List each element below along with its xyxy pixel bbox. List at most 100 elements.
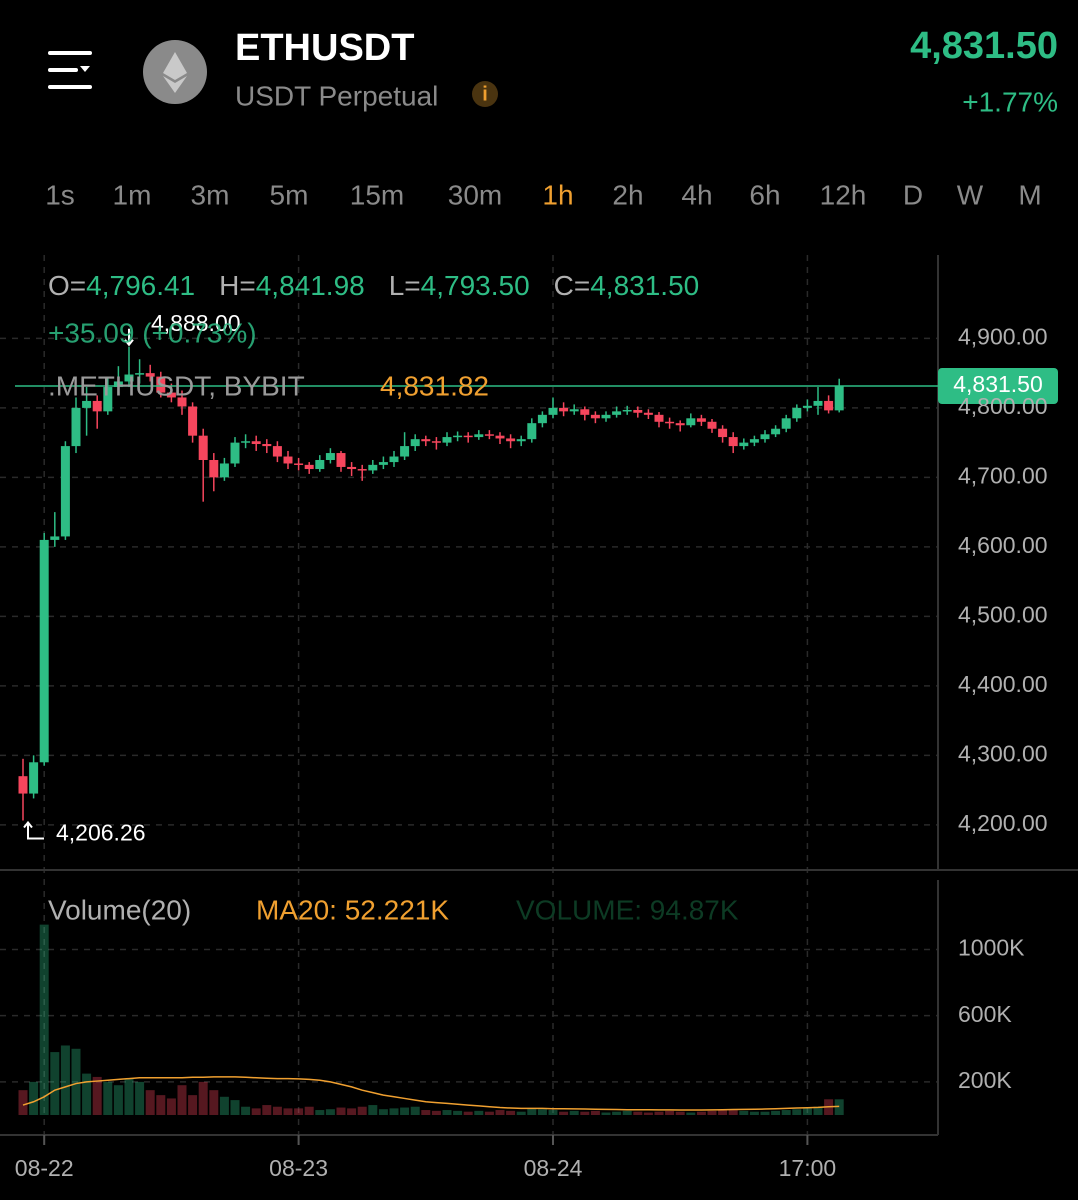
timeframe-tab[interactable]: 1m [113, 179, 152, 210]
volume-bar [368, 1105, 378, 1115]
volume-bar [495, 1110, 505, 1115]
grid [0, 255, 938, 1135]
volume-bar [834, 1099, 844, 1115]
menu-button[interactable] [48, 51, 92, 89]
candle-body [177, 397, 187, 407]
candle-body [39, 539, 49, 763]
candle-body [654, 414, 664, 422]
volume-bar [18, 1090, 28, 1115]
candle-body [262, 444, 272, 447]
candle-body [495, 435, 505, 439]
candle-body [601, 414, 611, 419]
volume-bar [622, 1110, 632, 1115]
timeframe-tab[interactable]: M [1018, 179, 1041, 210]
candle-body [431, 441, 441, 443]
candle-body [188, 406, 198, 436]
volume-bar [601, 1112, 611, 1115]
candle-body [580, 409, 590, 415]
candle-body [294, 463, 304, 465]
candle-body [82, 400, 92, 408]
candle-body [527, 423, 537, 440]
candle-body [760, 434, 770, 440]
timeframe-tab[interactable]: 12h [820, 179, 867, 210]
timeframe-tab[interactable]: 4h [681, 179, 712, 210]
x-tick-label: 08-23 [269, 1155, 328, 1181]
timeframe-tab[interactable]: W [957, 179, 984, 210]
candle-body [198, 435, 208, 460]
coin-icon [143, 40, 207, 104]
volume-bar [82, 1073, 92, 1115]
candle-body [209, 460, 219, 478]
candle-body [559, 407, 569, 412]
volume-bar [813, 1106, 823, 1115]
volume-bar [198, 1081, 208, 1115]
candle-body [156, 376, 166, 393]
candle-change: +35.09 (+0.73%) [48, 317, 257, 348]
last-price-tag-label: 4,831.50 [953, 371, 1043, 397]
volume-bar [718, 1110, 728, 1115]
volume-bar [654, 1111, 664, 1115]
candle-body [145, 373, 155, 377]
candle-body [325, 453, 335, 460]
candle-body [792, 407, 802, 419]
candle-body [283, 456, 293, 464]
candle-body [665, 421, 675, 424]
timeframe-tab[interactable]: 15m [350, 179, 404, 210]
volume-bar [612, 1111, 622, 1115]
candle-body [103, 387, 113, 412]
volume-bar [347, 1108, 357, 1115]
volume-bar [580, 1111, 590, 1115]
timeframe-tab[interactable]: 1h [542, 179, 573, 210]
volume-bar [548, 1110, 558, 1115]
volume-bar [113, 1085, 123, 1115]
volume-bar [283, 1108, 293, 1115]
ohlc-value: 4,793.50 [421, 270, 530, 301]
volume-bar [590, 1110, 600, 1115]
svg-text:i: i [482, 83, 488, 105]
volume-bar [177, 1085, 187, 1115]
y-tick-label: 4,800.00 [958, 393, 1048, 419]
volume-bar [421, 1110, 431, 1115]
candle-body [357, 469, 367, 471]
timeframe-tab[interactable]: 5m [270, 179, 309, 210]
timeframe-tab[interactable]: 3m [191, 179, 230, 210]
candle-body [315, 460, 325, 470]
timeframe-tab[interactable]: 2h [612, 179, 643, 210]
volume-bar [633, 1111, 643, 1115]
candle-body [643, 412, 653, 415]
info-icon[interactable]: i [472, 81, 498, 107]
candle-body [834, 385, 844, 411]
candle-body [71, 407, 81, 447]
volume-bar [400, 1107, 410, 1115]
timeframe-tab[interactable]: 30m [448, 179, 502, 210]
candle-body [400, 446, 410, 457]
candle-body [219, 463, 229, 478]
candle-body [272, 446, 282, 457]
volume-bar [410, 1106, 420, 1115]
ohlc-key: C= [554, 270, 591, 301]
volume-bar [474, 1110, 484, 1115]
candle-body [368, 464, 378, 471]
volume-bar [792, 1109, 802, 1115]
volume-bar [39, 924, 49, 1115]
ohlc-key: H= [219, 270, 256, 301]
candle-body [718, 428, 728, 438]
y-tick-label: 4,600.00 [958, 532, 1048, 558]
timeframe-tab[interactable]: D [903, 179, 923, 210]
volume-bar [325, 1109, 335, 1115]
volume-bar [516, 1111, 526, 1115]
timeframe-tab[interactable]: 6h [749, 179, 780, 210]
volume-bar [166, 1098, 176, 1115]
symbol[interactable]: ETHUSDT [235, 27, 414, 69]
volume-bar [802, 1108, 812, 1115]
candle-body [813, 400, 823, 406]
candle-body [771, 428, 781, 435]
volume-bar [569, 1110, 579, 1115]
timeframe-tab[interactable]: 1s [45, 179, 75, 210]
ohlc-key: L= [389, 270, 421, 301]
low-marker-arrow [23, 820, 44, 840]
volume-bar [527, 1108, 537, 1115]
x-tick-label: 08-24 [524, 1155, 583, 1181]
candle-body [251, 441, 261, 445]
y-tick-label: 4,200.00 [958, 810, 1048, 836]
